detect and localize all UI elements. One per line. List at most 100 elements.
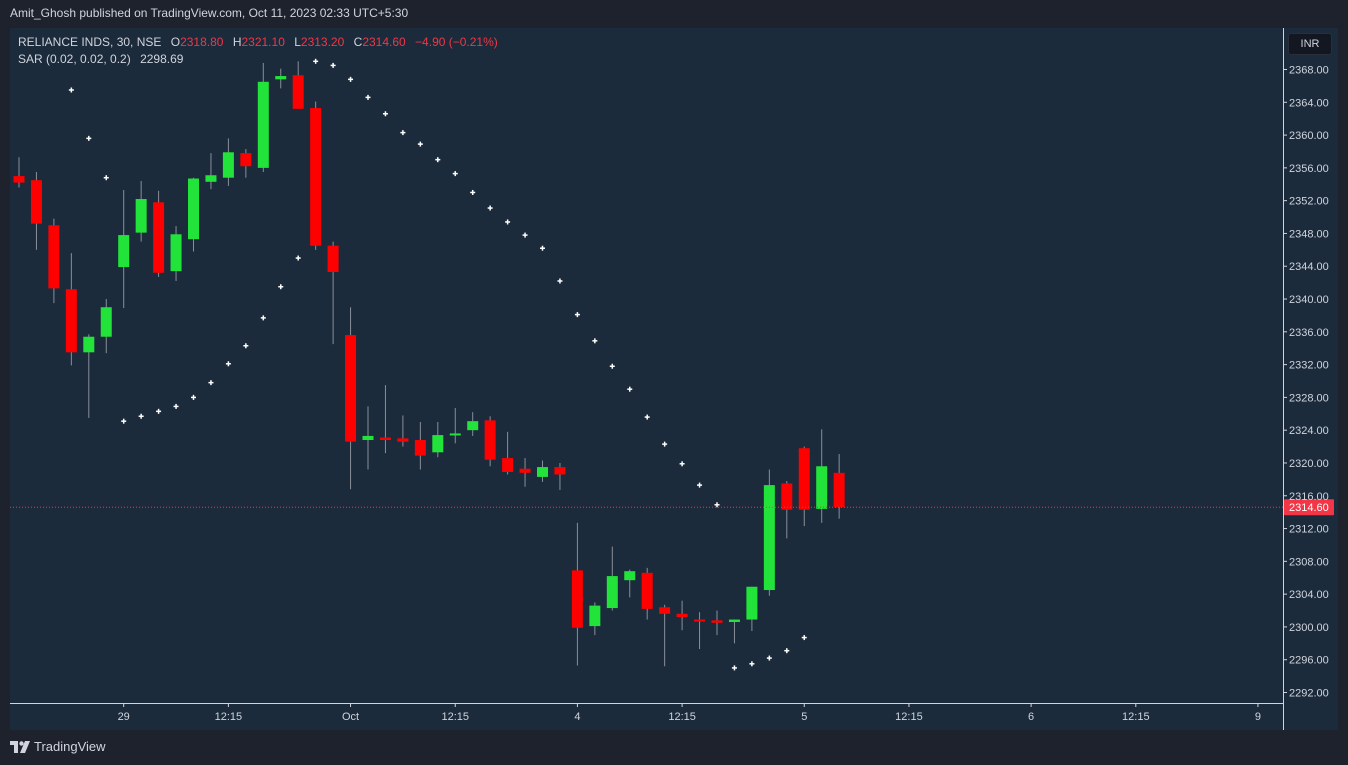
legend-close-value: 2314.60 — [362, 35, 406, 49]
sar-dot-v — [698, 482, 701, 488]
candle-up — [449, 433, 461, 436]
sar-dot-v — [349, 76, 352, 82]
sar-dot-v — [140, 413, 142, 419]
sar-dot-v — [559, 278, 561, 284]
time-tick-label: Oct — [342, 711, 359, 723]
sar-dot-v — [489, 205, 491, 211]
sar-dot — [452, 171, 458, 177]
tradingview-brand[interactable]: TradingView — [10, 739, 106, 754]
sar-dot-v — [646, 414, 648, 420]
sar-dot — [505, 219, 511, 225]
candle-down — [65, 289, 77, 353]
time-tick-label: 12:15 — [215, 711, 243, 723]
price-tick-label: 2336.00 — [1289, 327, 1329, 339]
sar-dot-v — [314, 58, 317, 64]
candle-down — [519, 468, 531, 473]
legend-indicator-row: SAR (0.02, 0.02, 0.2) 2298.69 — [18, 51, 498, 68]
sar-dot — [243, 343, 249, 349]
sar-dot-v — [402, 130, 404, 136]
price-axis: 2292.00 2296.00 2300.00 2304.00 2308.00 2312.… — [1283, 28, 1329, 730]
candle-down — [641, 572, 653, 609]
sar-dot-v — [594, 338, 596, 344]
sar-dot-v — [803, 635, 805, 641]
candle-down — [292, 75, 304, 109]
sar-dot-v — [663, 441, 666, 447]
candle-down — [571, 570, 583, 628]
candle-down — [798, 448, 810, 510]
candle-down — [502, 458, 514, 472]
candle-down — [694, 619, 706, 622]
time-tick-label: 12:15 — [1122, 711, 1150, 723]
sar-dot — [679, 461, 685, 467]
legend-change: −4.90 (−0.21%) — [415, 35, 498, 49]
legend-indicator-value: 2298.69 — [140, 52, 184, 66]
candle-up — [257, 81, 269, 168]
sar-dot — [540, 245, 545, 251]
sar-dot-v — [611, 363, 614, 369]
sar-dot-v — [576, 312, 579, 318]
price-tick-label: 2340.00 — [1289, 294, 1329, 306]
sar-dot-v — [88, 135, 90, 141]
sar-dot-v — [105, 175, 107, 181]
sar-dot — [103, 175, 109, 181]
sar-dot-v — [70, 87, 73, 93]
sar-dot-v — [786, 648, 788, 654]
sar-dot-v — [175, 403, 177, 409]
sar-dot — [68, 87, 74, 93]
sar-dot — [121, 418, 127, 424]
sar-dot — [295, 255, 301, 261]
sar-dot — [697, 482, 703, 488]
candle-up — [816, 466, 828, 509]
price-tick-label: 2352.00 — [1289, 196, 1329, 208]
candle-up — [624, 571, 636, 581]
time-tick-label: 6 — [1028, 711, 1034, 723]
legend-open-label: O — [170, 35, 181, 49]
sar-dot — [714, 502, 720, 508]
sar-dot-v — [437, 157, 439, 163]
sar-dot — [382, 111, 388, 117]
sar-dot — [627, 386, 633, 392]
sar-dot — [313, 58, 319, 64]
sar-dot-v — [629, 386, 631, 392]
candle-down — [711, 620, 723, 623]
price-tick-label: 2360.00 — [1289, 130, 1329, 142]
price-line-layer: 2314.60 — [10, 499, 1334, 516]
legend-open-value: 2318.80 — [180, 35, 224, 49]
candle-down — [659, 607, 671, 614]
sar-dot-v — [733, 665, 736, 671]
candle-up — [537, 467, 548, 477]
price-tick-label: 2320.00 — [1289, 458, 1329, 470]
candle-up — [606, 576, 618, 609]
candle-down — [240, 153, 252, 167]
sar-dot-v — [716, 502, 718, 508]
price-tick-label: 2308.00 — [1289, 556, 1329, 568]
price-tick-label: 2296.00 — [1289, 655, 1329, 667]
sar-dot — [191, 394, 196, 400]
candle-up — [746, 586, 758, 620]
candle-up — [728, 619, 740, 623]
legend-indicator-name: SAR (0.02, 0.02, 0.2) — [18, 52, 131, 66]
sar-dot — [138, 413, 144, 419]
sar-dot — [225, 361, 231, 367]
price-tick-label: 2348.00 — [1289, 228, 1329, 240]
price-tick-label: 2344.00 — [1289, 261, 1329, 273]
sar-dot-v — [297, 255, 299, 261]
published-by-text: Amit_Ghosh published on TradingView.com,… — [10, 6, 409, 20]
candle-up — [222, 152, 234, 178]
price-tick-label: 2364.00 — [1289, 97, 1329, 109]
candle-down — [48, 225, 60, 289]
candle-up — [432, 435, 444, 453]
price-tick-label: 2316.00 — [1289, 491, 1329, 503]
time-tick-label: 4 — [574, 711, 580, 723]
sar-dot-v — [471, 189, 474, 195]
candle-down — [414, 440, 426, 456]
price-tick-label: 2328.00 — [1289, 392, 1329, 404]
sar-dot — [766, 655, 772, 661]
candle-up — [135, 199, 147, 233]
time-tick-label: 29 — [118, 711, 130, 723]
currency-button[interactable]: INR — [1288, 33, 1332, 55]
price-tick-label: 2312.00 — [1289, 524, 1329, 536]
candle-down — [30, 180, 42, 224]
candle-up — [100, 307, 112, 337]
